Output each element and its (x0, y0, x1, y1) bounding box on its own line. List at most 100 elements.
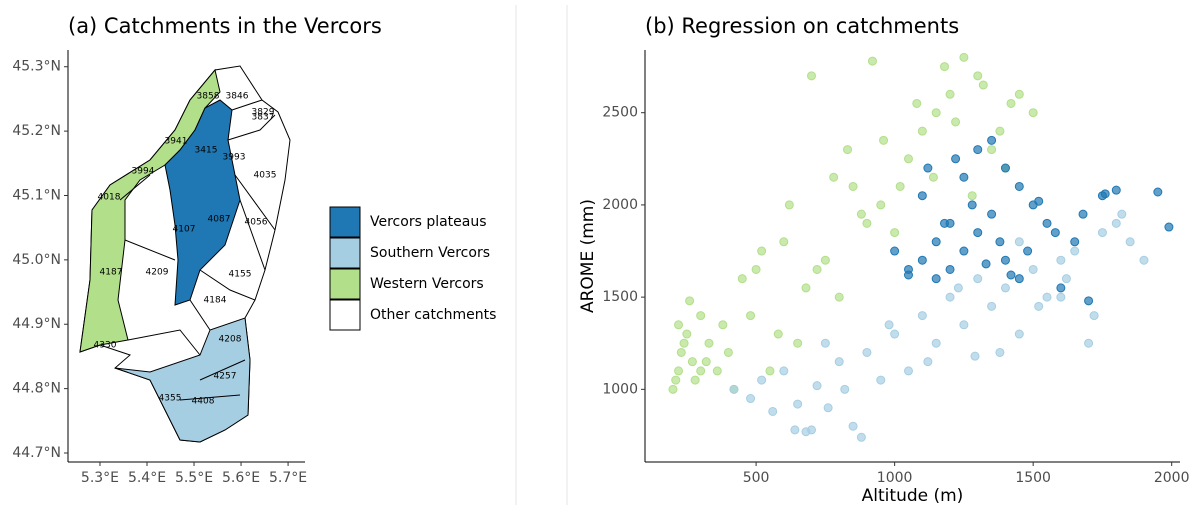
point (671, 375, 681, 385)
point (1042, 218, 1052, 228)
region-label: 4187 (100, 268, 123, 278)
point (696, 366, 706, 376)
point (890, 246, 900, 256)
point (995, 237, 1005, 247)
point (674, 320, 684, 330)
point (793, 399, 803, 409)
x-tick-label: 5.4°E (128, 470, 166, 486)
point (1006, 270, 1016, 280)
point (718, 320, 728, 330)
point (973, 228, 983, 238)
point (973, 274, 983, 284)
point (903, 366, 913, 376)
point (712, 366, 722, 376)
point (912, 98, 922, 108)
map-shapes (79, 65, 291, 443)
region-label: 4087 (208, 215, 231, 225)
region-label: 4056 (245, 218, 268, 228)
y-tick-label: 45.3°N (12, 59, 61, 75)
point (884, 320, 894, 330)
point (1050, 228, 1060, 238)
point (856, 209, 866, 219)
point (945, 264, 955, 274)
point (940, 218, 950, 228)
point (676, 347, 686, 357)
point (917, 311, 927, 321)
x-tick-label: 5.7°E (269, 470, 307, 486)
point (1023, 246, 1033, 256)
point (723, 347, 733, 357)
point (890, 228, 900, 238)
point (729, 384, 739, 394)
point (967, 200, 977, 210)
point (1111, 185, 1121, 195)
boundaries (119, 99, 276, 401)
point (917, 126, 927, 136)
legend-label: Western Vercors (370, 276, 484, 292)
y-tick-label: 2500 (602, 105, 638, 121)
point (1014, 237, 1024, 247)
point (812, 381, 822, 391)
chart-title: (b) Regression on catchments (645, 14, 959, 38)
region-label: 3994 (132, 167, 155, 177)
point (1078, 209, 1088, 219)
legend-label: Vercors plateaus (370, 214, 487, 230)
y-axis-title: AROME (mm) (578, 199, 598, 313)
point (1061, 274, 1071, 284)
y-tick-label: 1500 (602, 289, 638, 305)
point (945, 292, 955, 302)
point (951, 117, 961, 127)
point (1100, 189, 1110, 199)
point (928, 172, 938, 182)
point (923, 357, 933, 367)
point (674, 366, 684, 376)
point (823, 403, 833, 413)
point (848, 181, 858, 191)
point (779, 366, 789, 376)
point (1014, 329, 1024, 339)
point (737, 274, 747, 284)
point (820, 338, 830, 348)
point (685, 296, 695, 306)
point (1028, 264, 1038, 274)
point (1006, 98, 1016, 108)
y-tick-label: 44.9°N (12, 316, 61, 332)
point (903, 270, 913, 280)
point (807, 425, 817, 435)
point (995, 126, 1005, 136)
point (1042, 292, 1052, 302)
point (879, 135, 889, 145)
legend-swatch (329, 206, 361, 238)
point (973, 145, 983, 155)
point (917, 255, 927, 265)
point (812, 264, 822, 274)
point (768, 406, 778, 416)
point (790, 425, 800, 435)
point (978, 80, 988, 90)
point (862, 218, 872, 228)
x-tick-label: 1000 (877, 470, 913, 486)
point (876, 375, 886, 385)
region-label: 4035 (254, 171, 277, 181)
point (862, 347, 872, 357)
point (682, 329, 692, 339)
point (940, 62, 950, 72)
point (1117, 209, 1127, 219)
point (820, 255, 830, 265)
legend-swatch (329, 299, 361, 331)
point (959, 172, 969, 182)
point (773, 329, 783, 339)
point (1164, 222, 1174, 232)
point (1111, 218, 1121, 228)
point (1089, 311, 1099, 321)
point (751, 264, 761, 274)
point (701, 357, 711, 367)
point (987, 145, 997, 155)
point (807, 71, 817, 81)
region-label: 3846 (226, 92, 249, 102)
point (1014, 274, 1024, 284)
point (917, 191, 927, 201)
x-axis-title: Altitude (m) (862, 486, 964, 506)
point (987, 301, 997, 311)
x-tick-label: 5.6°E (222, 470, 260, 486)
